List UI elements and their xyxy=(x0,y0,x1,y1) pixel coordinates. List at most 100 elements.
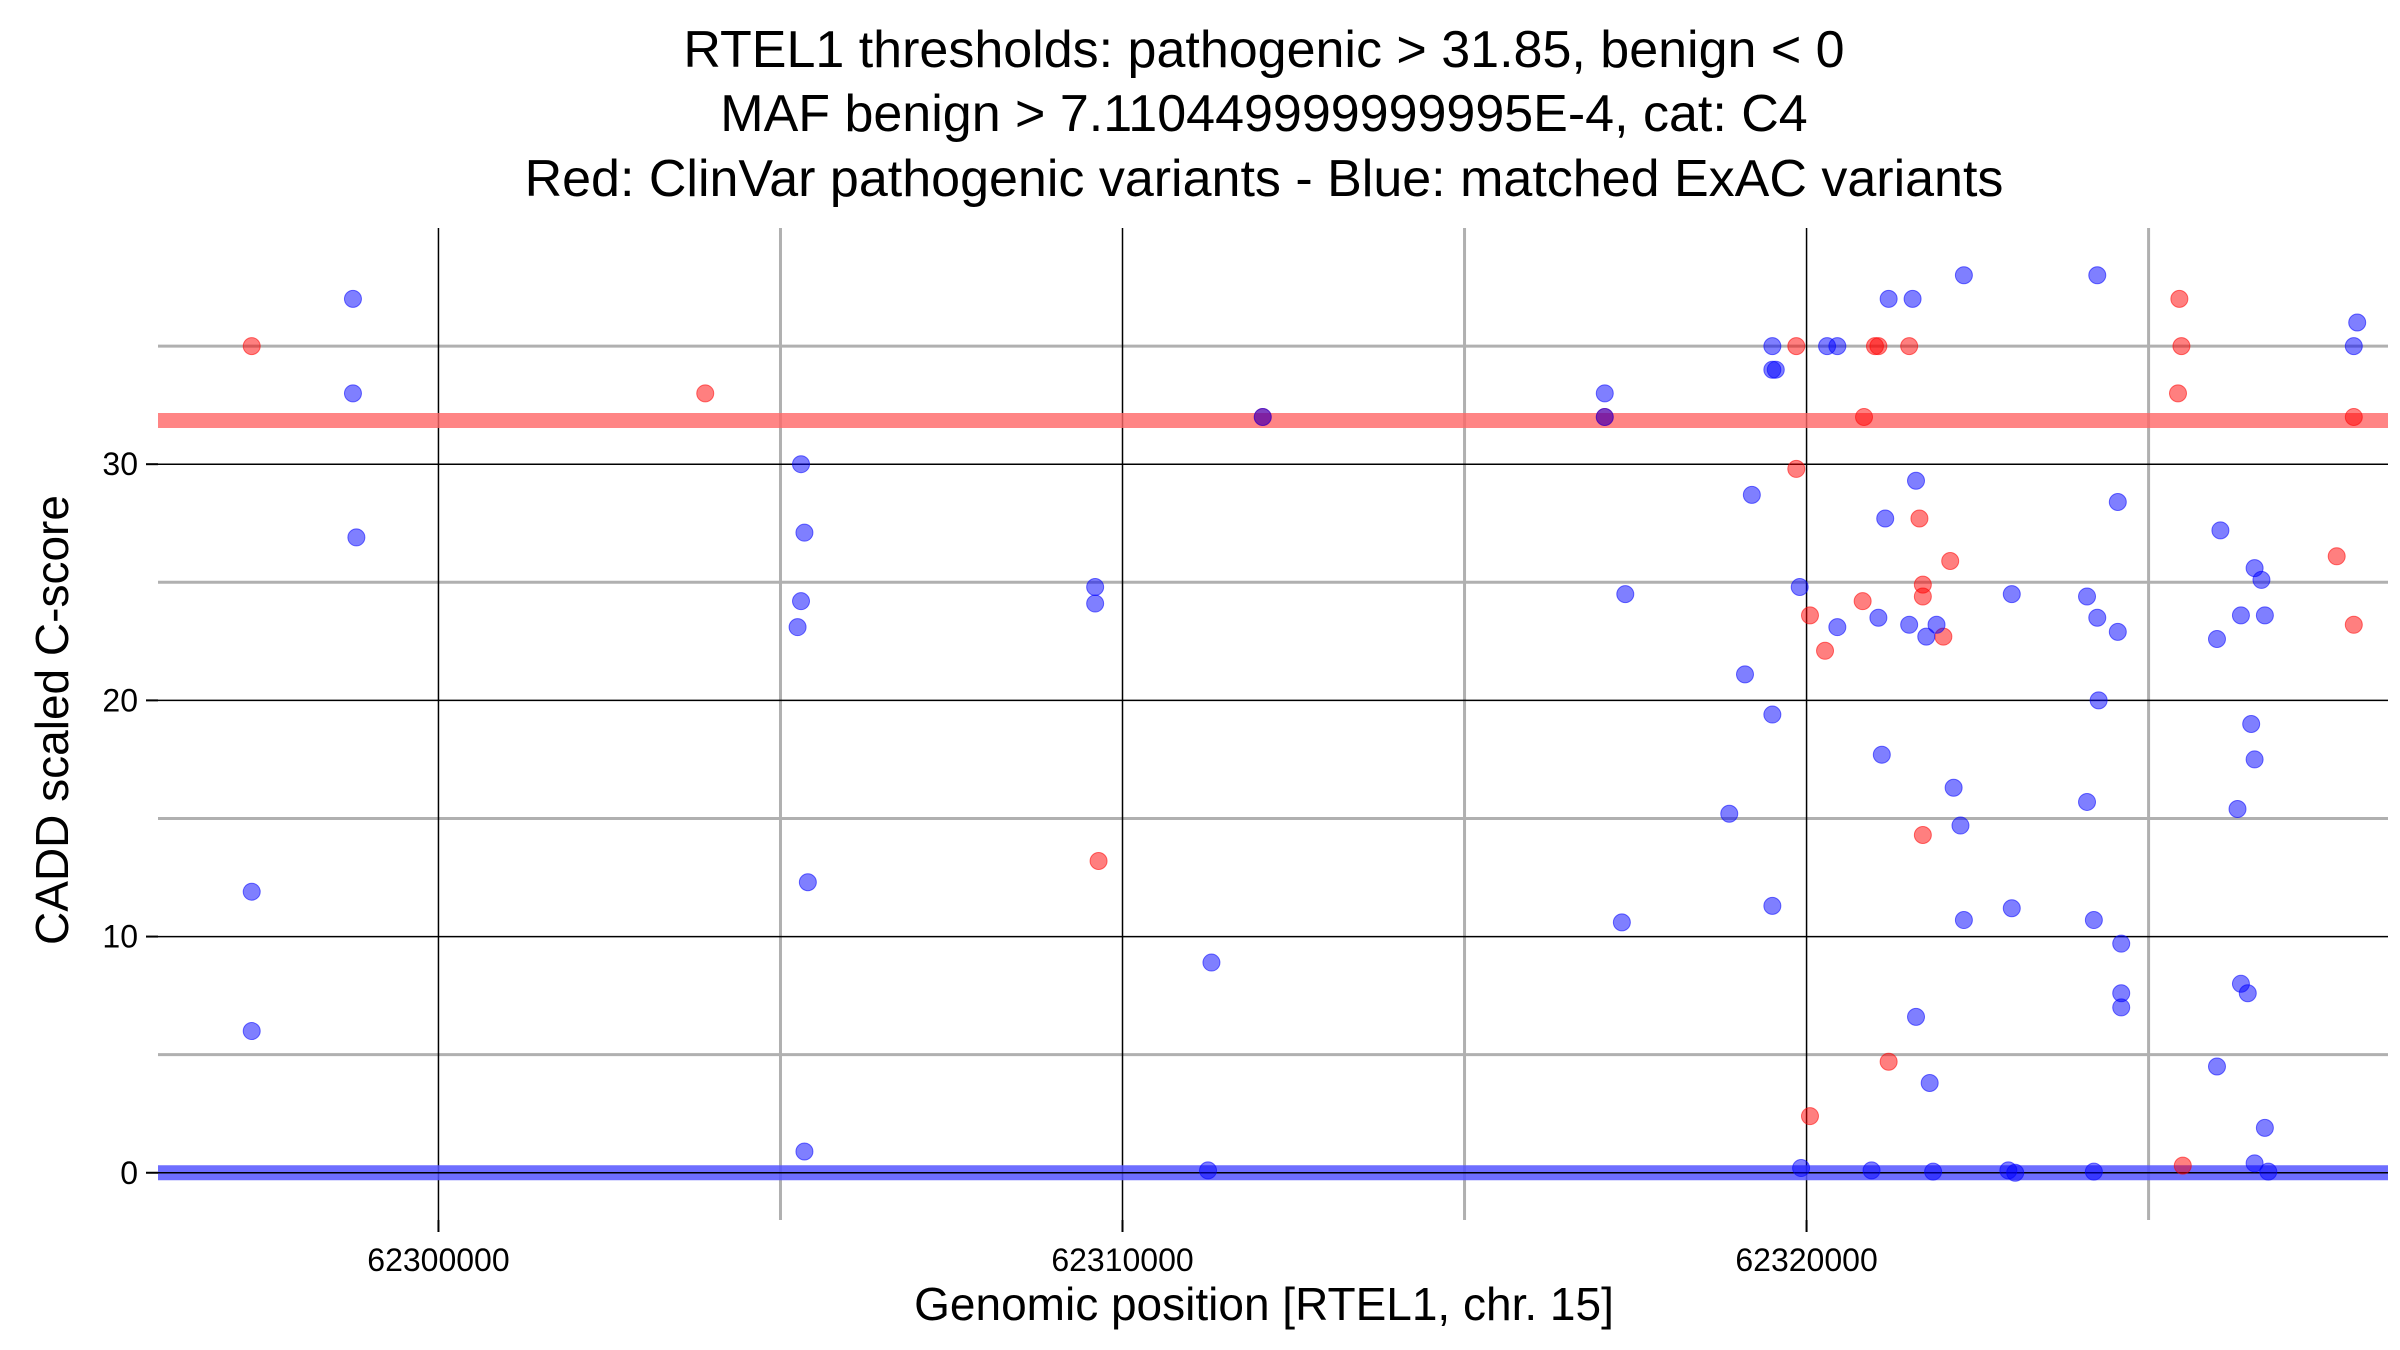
exac-point xyxy=(1616,585,1635,604)
pathogenic-point xyxy=(1855,407,1874,426)
exac-point xyxy=(1595,407,1614,426)
exac-point xyxy=(1900,615,1919,634)
exac-point xyxy=(2252,570,2271,589)
exac-point xyxy=(2088,608,2107,627)
exac-point xyxy=(1202,953,1221,972)
exac-point xyxy=(2084,1162,2103,1181)
gridlines xyxy=(158,228,2388,1220)
exac-point xyxy=(2255,606,2274,625)
exac-point xyxy=(1954,266,1973,285)
x-tick-label: 62320000 xyxy=(1735,1242,1877,1278)
exac-point xyxy=(1944,778,1963,797)
exac-point xyxy=(1872,745,1891,764)
exac-point xyxy=(2245,1154,2264,1173)
exac-point xyxy=(798,873,817,892)
x-axis-title: Genomic position [RTEL1, chr. 15] xyxy=(914,1278,1614,1330)
pathogenic-point xyxy=(1879,1052,1898,1071)
exac-point xyxy=(1735,665,1754,684)
exac-point xyxy=(2259,1162,2278,1181)
exac-point xyxy=(1869,608,1888,627)
exac-point xyxy=(1927,615,1946,634)
exac-point xyxy=(2348,313,2367,332)
x-tick-label: 62310000 xyxy=(1051,1242,1193,1278)
pathogenic-point xyxy=(2344,407,2363,426)
exac-point xyxy=(2084,911,2103,930)
pathogenic-point xyxy=(696,384,715,403)
exac-point xyxy=(1954,911,1973,930)
exac-point xyxy=(1862,1161,1881,1180)
exac-point xyxy=(2228,800,2247,819)
exac-point xyxy=(2207,629,2226,648)
pathogenic-point xyxy=(1913,587,1932,606)
pathogenic-point xyxy=(1853,592,1872,611)
exac-point xyxy=(2089,691,2108,710)
exac-point xyxy=(1828,337,1847,356)
exac-point xyxy=(1742,485,1761,504)
exac-point xyxy=(242,882,261,901)
exac-point xyxy=(1086,594,1105,613)
exac-point xyxy=(2112,998,2131,1017)
y-tick-label: 20 xyxy=(102,682,138,718)
exac-point xyxy=(1828,618,1847,637)
exac-point xyxy=(1720,804,1739,823)
exac-point xyxy=(795,523,814,542)
pathogenic-point xyxy=(1913,826,1932,845)
exac-point xyxy=(1920,1074,1939,1093)
exac-point xyxy=(242,1022,261,1041)
exac-point xyxy=(2211,521,2230,540)
pathogenic-point xyxy=(1869,337,1888,356)
pathogenic-point xyxy=(1941,552,1960,571)
pathogenic-point xyxy=(2327,547,2346,566)
exac-point xyxy=(792,455,811,474)
exac-point xyxy=(2245,750,2264,769)
exac-point xyxy=(795,1142,814,1161)
exac-point xyxy=(1907,1007,1926,1026)
x-axis-ticks: 62300000 62310000 62320000 xyxy=(367,1220,1878,1278)
exac-point xyxy=(2108,492,2127,511)
pathogenic-point xyxy=(1910,509,1929,528)
y-tick-label: 10 xyxy=(102,919,138,955)
data-points xyxy=(242,266,2367,1182)
pathogenic-point xyxy=(2344,615,2363,634)
exac-point xyxy=(2242,715,2261,733)
pathogenic-point xyxy=(242,337,261,356)
exac-point xyxy=(2255,1118,2274,1137)
exac-point xyxy=(2078,587,2097,606)
pathogenic-point xyxy=(1900,337,1919,356)
chart-title: RTEL1 thresholds: pathogenic > 31.85, be… xyxy=(525,21,2004,208)
exac-point xyxy=(2006,1163,2025,1182)
y-tick-label: 0 xyxy=(120,1155,138,1191)
exac-point xyxy=(1763,337,1782,356)
exac-point xyxy=(1951,816,1970,835)
pathogenic-point xyxy=(1800,606,1819,625)
pathogenic-point xyxy=(1787,459,1806,478)
exac-point xyxy=(2078,792,2097,811)
exac-point xyxy=(1763,705,1782,724)
exac-point xyxy=(2108,622,2127,641)
exac-point xyxy=(1595,384,1614,403)
exac-point xyxy=(1876,509,1895,528)
exac-point xyxy=(347,528,366,547)
x-tick-label: 62300000 xyxy=(367,1242,509,1278)
exac-point xyxy=(343,289,362,308)
pathogenic-point xyxy=(1816,641,1835,660)
exac-point xyxy=(2088,266,2107,285)
exac-point xyxy=(792,592,811,611)
exac-point xyxy=(1907,471,1926,490)
exac-point xyxy=(1763,896,1782,915)
y-axis-ticks: 0 10 20 30 xyxy=(102,446,158,1191)
exac-point xyxy=(2238,984,2257,1003)
pathogenic-point xyxy=(2173,1156,2192,1175)
exac-point xyxy=(1903,289,1922,308)
exac-point xyxy=(2112,934,2131,953)
exac-point xyxy=(2231,606,2250,625)
exac-point xyxy=(2002,899,2021,918)
exac-point xyxy=(1253,407,1272,426)
exac-point xyxy=(1199,1161,1218,1180)
pathogenic-point xyxy=(1089,851,1108,870)
pathogenic-point xyxy=(2170,289,2189,308)
exac-point xyxy=(2002,585,2021,604)
exac-point xyxy=(1879,289,1898,308)
exac-point xyxy=(1790,578,1809,597)
